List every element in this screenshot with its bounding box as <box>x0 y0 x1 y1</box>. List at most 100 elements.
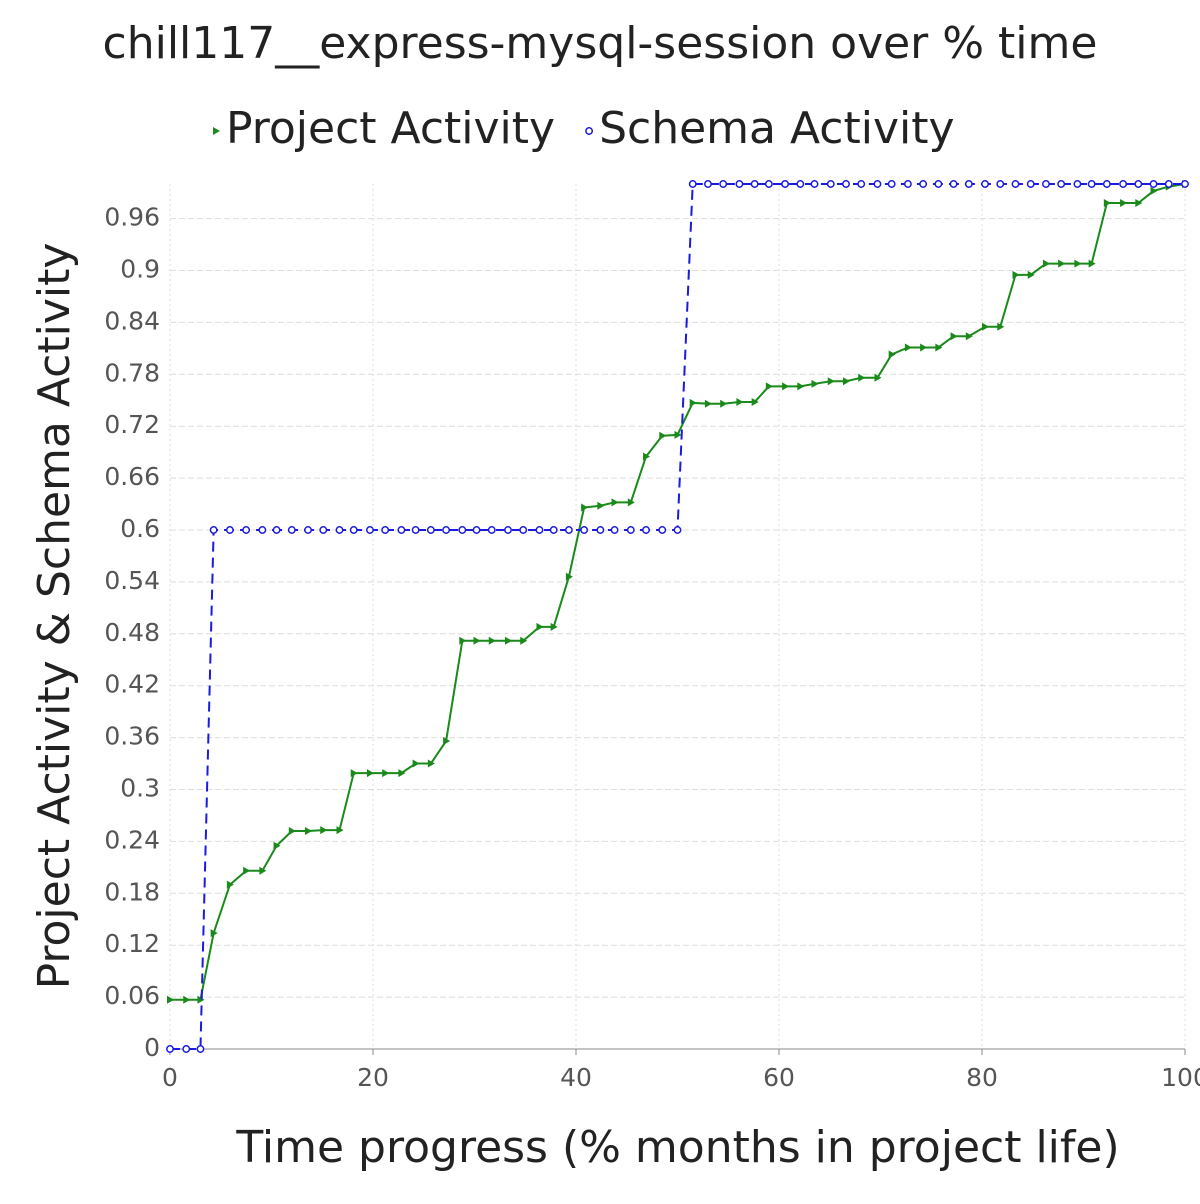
marker <box>381 526 390 534</box>
marker <box>350 769 358 778</box>
marker <box>887 180 896 188</box>
marker <box>335 526 344 534</box>
marker <box>504 526 512 534</box>
y-tick-label: 0.24 <box>104 825 160 854</box>
marker <box>627 498 635 507</box>
marker <box>1102 180 1111 188</box>
marker <box>487 526 496 534</box>
marker <box>842 377 850 386</box>
marker <box>585 127 594 135</box>
x-tick-label: 40 <box>560 1063 592 1092</box>
marker <box>858 373 866 382</box>
marker <box>473 636 481 645</box>
marker <box>259 866 267 875</box>
marker <box>1026 180 1035 188</box>
marker <box>1181 180 1189 188</box>
marker <box>1042 259 1050 268</box>
marker <box>796 180 805 188</box>
marker <box>209 526 218 534</box>
marker <box>366 769 374 778</box>
marker <box>764 180 773 188</box>
marker <box>642 526 650 534</box>
marker <box>458 526 467 534</box>
marker <box>242 526 251 534</box>
marker <box>213 127 220 135</box>
marker <box>397 526 406 534</box>
marker <box>519 526 528 534</box>
marker <box>842 180 850 188</box>
y-axis-label: Project Activity & Schema Activity <box>29 243 80 990</box>
marker <box>1134 180 1143 188</box>
marker <box>336 826 344 835</box>
marker <box>996 180 1005 188</box>
marker <box>581 503 589 512</box>
marker <box>1012 270 1020 279</box>
marker <box>857 180 866 188</box>
y-tick-label: 0.78 <box>104 358 160 387</box>
marker <box>610 526 619 534</box>
marker <box>873 180 882 188</box>
legend-label: Project Activity <box>226 103 555 154</box>
marker <box>765 382 773 391</box>
marker <box>349 526 358 534</box>
marker <box>488 636 496 645</box>
marker <box>1074 259 1082 268</box>
marker <box>965 332 973 341</box>
marker <box>411 526 420 534</box>
marker <box>1027 270 1035 279</box>
marker <box>934 180 943 188</box>
marker <box>182 1045 191 1053</box>
marker <box>1011 180 1020 188</box>
marker <box>673 526 682 534</box>
marker <box>427 759 435 768</box>
marker <box>319 526 328 534</box>
marker <box>1057 180 1066 188</box>
marker <box>919 180 928 188</box>
marker <box>225 526 234 534</box>
marker <box>674 430 682 439</box>
marker <box>564 526 573 534</box>
legend-item: Project Activity <box>213 103 555 154</box>
marker <box>210 929 218 938</box>
marker <box>704 180 712 188</box>
marker <box>520 636 528 645</box>
marker <box>704 399 712 408</box>
marker <box>1120 199 1128 208</box>
y-tick-label: 0.84 <box>104 306 160 335</box>
y-tick-label: 0.06 <box>104 981 160 1010</box>
marker <box>797 382 805 391</box>
marker <box>287 526 296 534</box>
marker <box>658 526 667 534</box>
marker <box>626 526 635 534</box>
marker <box>258 526 267 534</box>
y-tick-label: 0.3 <box>120 774 160 803</box>
marker <box>719 180 728 188</box>
marker <box>611 498 619 507</box>
marker <box>950 332 958 341</box>
y-tick-label: 0 <box>144 1033 160 1062</box>
marker <box>720 399 728 408</box>
marker <box>1150 186 1158 195</box>
marker <box>826 180 835 188</box>
marker <box>981 180 989 188</box>
marker <box>997 322 1005 331</box>
marker <box>166 1045 174 1053</box>
marker <box>810 180 819 188</box>
marker <box>305 827 313 836</box>
marker <box>167 995 174 1004</box>
legend-item: Schema Activity <box>585 103 955 154</box>
marker <box>903 180 912 188</box>
marker <box>643 452 651 461</box>
marker <box>272 526 281 534</box>
marker <box>1058 259 1066 268</box>
marker <box>1149 180 1158 188</box>
marker <box>1073 180 1082 188</box>
marker <box>412 759 420 768</box>
marker <box>535 526 544 534</box>
marker <box>442 526 451 534</box>
marker <box>964 180 973 188</box>
x-tick-label: 100 <box>1161 1063 1200 1092</box>
marker <box>949 180 958 188</box>
marker <box>565 572 573 581</box>
